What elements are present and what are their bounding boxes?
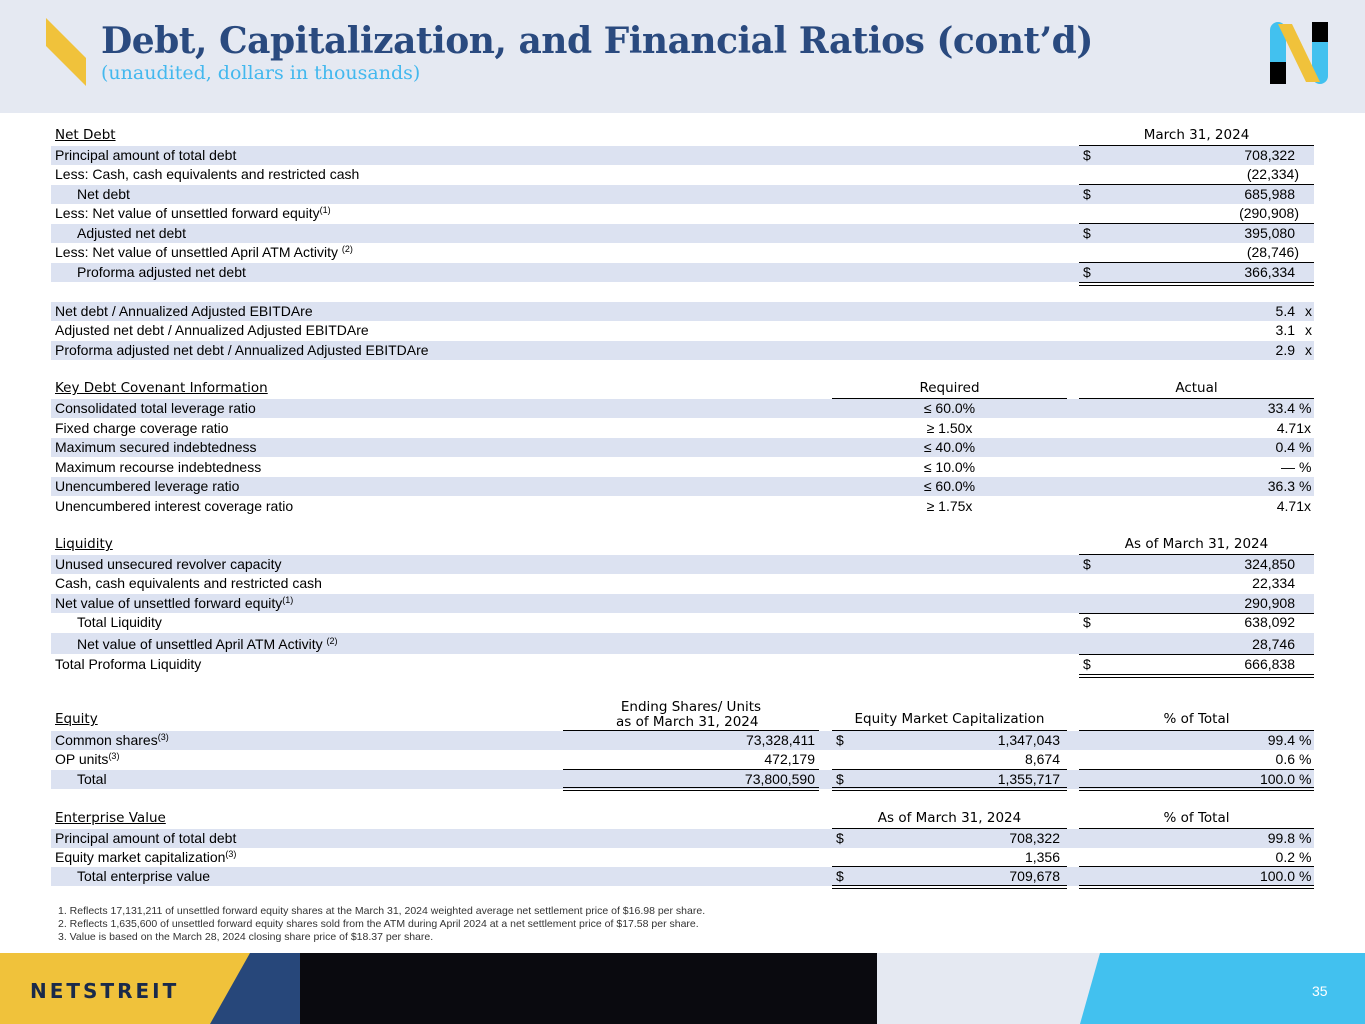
double-rule (832, 885, 1067, 889)
ratio-row: Net debt / Annualized Adjusted EBITDAre … (51, 302, 1314, 321)
enterprise-pct-header: % of Total (1163, 810, 1230, 826)
rule (1079, 223, 1314, 224)
covenant-row: Maximum recourse indebtedness ≤ 10.0% — … (55, 459, 1312, 475)
net-debt-row: Adjusted net debt $ 395,080 (51, 224, 1314, 243)
equity-cap-header: Equity Market Capitalization (854, 711, 1045, 727)
rule (1079, 145, 1314, 146)
rule (1079, 769, 1314, 770)
covenant-row: Unencumbered leverage ratio ≤ 60.0% 36.3… (51, 477, 1314, 496)
net-debt-row: Less: Net value of unsettled April ATM A… (55, 244, 1299, 260)
rule (1079, 866, 1314, 867)
liquidity-date-header: As of March 31, 2024 (1124, 536, 1269, 552)
enterprise-row: Principal amount of total debt $ 708,322… (51, 829, 1314, 848)
double-rule (1079, 674, 1314, 678)
footer-gold-block (0, 953, 250, 1024)
chevron-icon (46, 18, 86, 86)
rule (832, 398, 1067, 399)
liquidity-row: Net value of unsettled April ATM Activit… (51, 633, 1314, 654)
rule (563, 769, 819, 770)
liquidity-row: Unused unsecured revolver capacity $ 324… (51, 555, 1314, 574)
footer-sky-block (1080, 953, 1365, 1024)
equity-shares-header-line2: as of March 31, 2024 (616, 714, 759, 730)
liquidity-heading: Liquidity (55, 536, 113, 552)
footnote: 3. Value is based on the March 28, 2024 … (58, 931, 434, 943)
net-debt-row: Less: Net value of unsettled forward equ… (55, 205, 1299, 221)
net-debt-row: Proforma adjusted net debt $ 366,334 (51, 263, 1314, 282)
equity-total-row: Total 73,800,590 $ 1,355,717 100.0 % (51, 770, 1314, 789)
net-debt-date-header: March 31, 2024 (1143, 127, 1250, 143)
rule (832, 730, 1067, 731)
rule (1079, 184, 1314, 185)
double-rule (1079, 282, 1314, 286)
double-rule (563, 787, 819, 791)
rule (832, 769, 1067, 770)
netstreit-logo-icon (1270, 22, 1328, 84)
rule (1079, 828, 1314, 829)
rule (1079, 730, 1314, 731)
net-debt-row: Principal amount of total debt $ 708,322 (51, 146, 1314, 165)
covenant-actual-header: Actual (1175, 380, 1218, 396)
rule (832, 828, 1067, 829)
net-debt-heading: Net Debt (55, 127, 116, 143)
equity-shares-header-line1: Ending Shares/ Units (620, 699, 762, 715)
ratio-row: Adjusted net debt / Annualized Adjusted … (55, 322, 1312, 338)
page-subtitle: (unaudited, dollars in thousands) (101, 62, 421, 84)
footnote: 2. Reflects 1,635,600 of unsettled forwa… (58, 918, 699, 930)
footer-navy-block (208, 953, 300, 1024)
rule (563, 730, 819, 731)
rule (1079, 613, 1314, 614)
header-band: Debt, Capitalization, and Financial Rati… (0, 0, 1365, 113)
covenant-row: Unencumbered interest coverage ratio ≥ 1… (55, 498, 1311, 514)
net-debt-row: Net debt $ 685,988 (51, 185, 1314, 204)
rule (1079, 262, 1314, 263)
enterprise-total-row: Total enterprise value $ 709,678 100.0 % (51, 867, 1314, 886)
rule (1079, 554, 1314, 555)
page-title: Debt, Capitalization, and Financial Rati… (101, 20, 1093, 62)
equity-pct-header: % of Total (1163, 711, 1230, 727)
covenant-row: Consolidated total leverage ratio ≤ 60.0… (51, 399, 1314, 418)
enterprise-heading: Enterprise Value (55, 810, 166, 826)
liquidity-row: Net value of unsettled forward equity(1)… (51, 594, 1314, 613)
footnotes: 1. Reflects 17,131,211 of unsettled forw… (58, 905, 705, 944)
equity-row: OP units(3) 472,179 8,674 0.6 % (55, 751, 1312, 767)
rule (832, 866, 1067, 867)
liquidity-row: Cash, cash equivalents and restricted ca… (55, 575, 1295, 591)
covenant-required-header: Required (919, 380, 980, 396)
double-rule (1079, 787, 1314, 791)
rule (1079, 398, 1314, 399)
enterprise-row: Equity market capitalization(3) 1,356 0.… (55, 849, 1312, 865)
covenant-row: Maximum secured indebtedness ≤ 40.0% 0.4… (51, 438, 1314, 457)
page-number: 35 (1312, 983, 1328, 999)
enterprise-date-header: As of March 31, 2024 (877, 810, 1022, 826)
equity-row: Common shares(3) 73,328,411 $ 1,347,043 … (51, 731, 1314, 750)
double-rule (1079, 885, 1314, 889)
footer-shapes (0, 953, 1365, 1024)
covenant-row: Fixed charge coverage ratio ≥ 1.50x 4.71… (55, 420, 1311, 436)
footnote: 1. Reflects 17,131,211 of unsettled forw… (58, 905, 706, 917)
liquidity-row: Total Proforma Liquidity $ 666,838 (55, 656, 1295, 672)
covenant-heading: Key Debt Covenant Information (55, 380, 268, 396)
double-rule (832, 787, 1067, 791)
footer-brand-wordmark: NETSTREIT (30, 979, 180, 1003)
footer-band: NETSTREIT 35 (0, 953, 1365, 1024)
equity-heading: Equity (55, 711, 98, 727)
ratio-row: Proforma adjusted net debt / Annualized … (51, 341, 1314, 360)
rule (1079, 654, 1314, 655)
liquidity-row: Total Liquidity $ 638,092 (77, 614, 1295, 630)
net-debt-row: Less: Cash, cash equivalents and restric… (55, 166, 1299, 182)
